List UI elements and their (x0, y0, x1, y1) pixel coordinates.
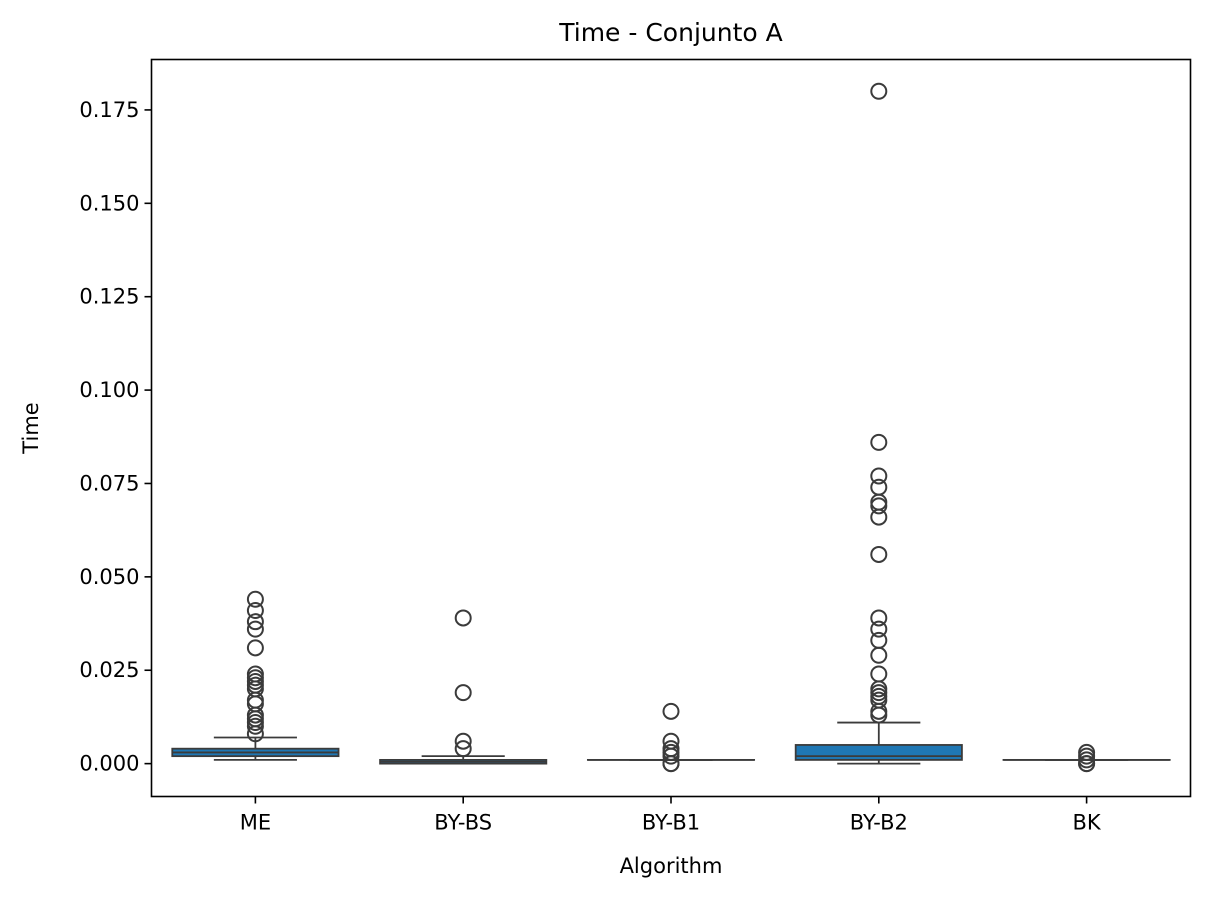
outlier-point (870, 609, 888, 627)
outlier-point (870, 467, 888, 485)
outlier-point (870, 620, 888, 638)
outlier-point (246, 725, 264, 743)
y-tick-label: 0.150 (79, 191, 139, 215)
plot-area (171, 82, 1171, 773)
y-tick-label: 0.000 (79, 752, 139, 776)
box-group-bk (1002, 743, 1171, 773)
outlier-point (870, 433, 888, 451)
x-tick-label: BK (1073, 811, 1102, 835)
outlier-point (662, 747, 680, 765)
outlier-point (246, 613, 264, 631)
box-group-me (171, 590, 340, 761)
outlier-point (454, 740, 472, 758)
outlier-point (870, 545, 888, 563)
y-tick-label: 0.175 (79, 98, 139, 122)
outlier-point (870, 497, 888, 515)
x-axis: ME BY-BS BY-B1 BY-B2 BK (240, 796, 1102, 835)
outlier-point (870, 82, 888, 100)
outlier-point (870, 706, 888, 724)
outlier-point (870, 508, 888, 526)
outlier-point (870, 646, 888, 664)
x-tick-label: BY-BS (434, 811, 492, 835)
x-axis-title: Algorithm (620, 854, 723, 878)
y-tick-label: 0.050 (79, 565, 139, 589)
y-axis-title: Time (19, 402, 43, 454)
y-tick-label: 0.075 (79, 471, 139, 495)
y-axis: 0.000 0.025 0.050 0.075 0.100 0.125 0.150 0.175 (79, 98, 152, 776)
outlier-point (454, 609, 472, 627)
box-group-by-b1 (586, 702, 756, 773)
outlier-point (1078, 755, 1096, 773)
x-tick-label: BY-B1 (642, 811, 700, 835)
outlier-point (246, 639, 264, 657)
box-group-by-bs (379, 609, 548, 765)
outlier-point (246, 620, 264, 638)
outlier-point (454, 684, 472, 702)
y-tick-label: 0.125 (79, 285, 139, 309)
x-tick-label: BY-B2 (850, 811, 908, 835)
y-tick-label: 0.025 (79, 658, 139, 682)
outlier-point (246, 717, 264, 735)
outlier-point (246, 590, 264, 608)
chart-title: Time - Conjunto A (558, 18, 782, 47)
outlier-point (662, 702, 680, 720)
y-tick-label: 0.100 (79, 378, 139, 402)
box-iqr (794, 744, 963, 761)
x-tick-label: ME (240, 811, 271, 835)
box-group-by-b2 (794, 82, 963, 765)
outlier-point (454, 732, 472, 750)
outlier-point (246, 601, 264, 619)
outlier-point (662, 755, 680, 773)
